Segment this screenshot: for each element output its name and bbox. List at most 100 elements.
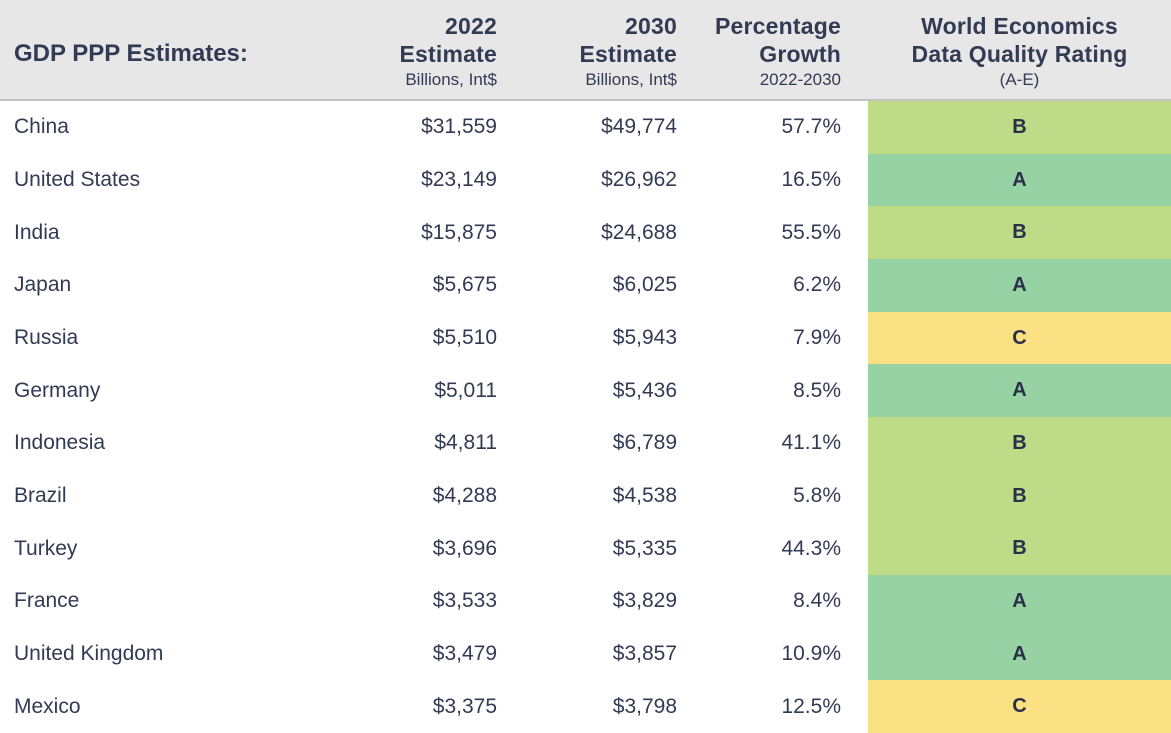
column-spacer xyxy=(841,522,868,575)
column-header-line: Estimate xyxy=(579,41,677,67)
rating-badge: A xyxy=(868,259,1171,312)
column-header-line: Data Quality Rating xyxy=(911,41,1128,67)
estimate-2030-value: $6,025 xyxy=(612,273,677,297)
column-spacer xyxy=(841,628,868,681)
estimate-2030-value: $6,789 xyxy=(612,431,677,455)
estimate-2022-value: $3,696 xyxy=(432,536,497,560)
growth-value: 7.9% xyxy=(793,326,841,350)
column-header-data-quality-rating: World Economics Data Quality Rating (A-E… xyxy=(868,0,1171,99)
estimate-2022-value: $4,811 xyxy=(434,431,497,455)
growth-value: 16.5% xyxy=(781,168,841,191)
rating-badge: A xyxy=(868,153,1171,207)
rating-badge: A xyxy=(868,575,1171,628)
country-name: Russia xyxy=(14,326,79,350)
estimate-2030-value: $3,857 xyxy=(612,642,677,666)
country-name: Japan xyxy=(14,273,72,297)
table-row: Russia $5,510 $5,943 7.9% C xyxy=(0,311,1171,365)
column-spacer xyxy=(841,470,868,523)
rating-badge: B xyxy=(868,206,1171,260)
growth-value: 8.5% xyxy=(793,378,841,402)
country-name: Germany xyxy=(14,378,101,402)
country-name: Mexico xyxy=(14,694,81,718)
table-row: China $31,559 $49,774 57.7% B xyxy=(0,101,1171,154)
estimate-2030-value: $3,829 xyxy=(612,589,677,613)
estimate-2030-value: $5,335 xyxy=(612,536,677,560)
estimate-2030-value: $5,943 xyxy=(612,326,677,350)
country-name: China xyxy=(14,115,69,139)
column-header-line: 2022 xyxy=(445,13,497,39)
estimate-2030-value: $24,688 xyxy=(601,220,677,244)
column-header-2030-estimate: 2030 Estimate Billions, Int$ xyxy=(497,0,677,99)
rating-badge: A xyxy=(868,627,1171,681)
column-header-line: 2030 xyxy=(625,13,677,39)
column-spacer xyxy=(841,206,868,259)
column-spacer xyxy=(841,154,868,207)
country-name: Brazil xyxy=(14,484,67,508)
table-row: Germany $5,011 $5,436 8.5% A xyxy=(0,364,1171,418)
country-name: Indonesia xyxy=(14,431,106,455)
column-header-units: Billions, Int$ xyxy=(585,70,677,89)
table-row: Indonesia $4,811 $6,789 41.1% B xyxy=(0,417,1171,470)
column-spacer xyxy=(841,101,868,154)
country-name: India xyxy=(14,220,60,244)
estimate-2022-value: $3,479 xyxy=(432,642,497,666)
table-row: Turkey $3,696 $5,335 44.3% B xyxy=(0,522,1171,576)
country-name: Turkey xyxy=(14,536,78,560)
country-name: United States xyxy=(14,168,141,191)
table-row: United Kingdom $3,479 $3,857 10.9% A xyxy=(0,627,1171,681)
rating-badge: B xyxy=(868,101,1171,154)
column-header-units: Billions, Int$ xyxy=(405,70,497,89)
estimate-2022-value: $15,875 xyxy=(421,220,497,244)
estimate-2022-value: $3,533 xyxy=(432,589,497,613)
growth-value: 55.5% xyxy=(781,220,841,244)
column-header-line: Percentage xyxy=(714,13,841,39)
rating-badge: B xyxy=(868,522,1171,576)
growth-value: 41.1% xyxy=(781,431,841,455)
column-header-line: Estimate xyxy=(399,41,497,67)
estimate-2030-value: $26,962 xyxy=(601,168,677,191)
estimate-2022-value: $3,375 xyxy=(432,694,497,718)
table-row: United States $23,149 $26,962 16.5% A xyxy=(0,153,1171,207)
rating-badge: B xyxy=(868,469,1171,523)
country-name: United Kingdom xyxy=(14,642,164,666)
column-spacer xyxy=(841,364,868,417)
estimate-2022-value: $31,559 xyxy=(421,115,497,139)
column-spacer xyxy=(841,680,868,733)
column-header-line: World Economics xyxy=(921,13,1118,39)
table-row: Japan $5,675 $6,025 6.2% A xyxy=(0,259,1171,312)
estimate-2030-value: $49,774 xyxy=(601,115,677,139)
table-row: France $3,533 $3,829 8.4% A xyxy=(0,575,1171,628)
table-row: India $15,875 $24,688 55.5% B xyxy=(0,206,1171,260)
country-name: France xyxy=(14,589,80,613)
growth-value: 8.4% xyxy=(793,589,841,613)
column-header-line: Growth xyxy=(759,41,841,67)
estimate-2022-value: $5,675 xyxy=(432,273,497,297)
growth-value: 57.7% xyxy=(781,115,841,139)
rating-badge: C xyxy=(868,680,1171,733)
estimate-2022-value: $5,011 xyxy=(434,378,497,402)
estimate-2030-value: $5,436 xyxy=(612,378,677,402)
growth-value: 44.3% xyxy=(781,536,841,560)
table-title: GDP PPP Estimates: xyxy=(14,40,248,67)
growth-value: 6.2% xyxy=(793,273,841,297)
rating-badge: A xyxy=(868,364,1171,418)
column-spacer xyxy=(841,575,868,628)
estimate-2030-value: $3,798 xyxy=(612,694,677,718)
rating-badge: B xyxy=(868,417,1171,470)
column-spacer xyxy=(841,259,868,312)
estimate-2022-value: $5,510 xyxy=(432,326,497,350)
column-spacer xyxy=(841,417,868,470)
table-body: China $31,559 $49,774 57.7% B United Sta… xyxy=(0,101,1171,733)
column-spacer xyxy=(841,0,868,99)
table-row: Brazil $4,288 $4,538 5.8% B xyxy=(0,469,1171,523)
column-header-scale: (A-E) xyxy=(999,70,1040,89)
column-header-percentage-growth: Percentage Growth 2022-2030 xyxy=(677,0,841,99)
growth-value: 5.8% xyxy=(793,484,841,508)
column-header-2022-estimate: 2022 Estimate Billions, Int$ xyxy=(300,0,497,99)
rating-badge: C xyxy=(868,311,1171,365)
estimate-2022-value: $4,288 xyxy=(432,484,497,508)
table-row: Mexico $3,375 $3,798 12.5% C xyxy=(0,680,1171,733)
column-header-range: 2022-2030 xyxy=(759,70,841,89)
estimate-2022-value: $23,149 xyxy=(421,168,497,191)
